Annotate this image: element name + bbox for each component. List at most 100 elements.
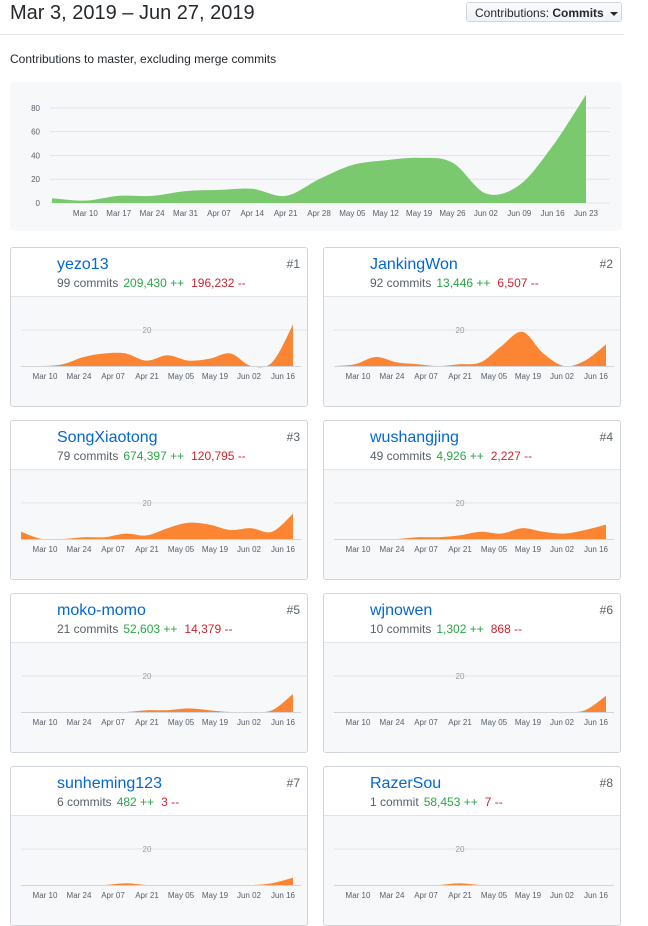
contributor-name-link[interactable]: SongXiaotong: [57, 429, 158, 446]
contributor-card: SongXiaotong 79 commits 674,397 ++ 120,795 …: [10, 420, 308, 580]
contributor-name-link[interactable]: sunheming123: [57, 775, 162, 792]
commit-count[interactable]: 21 commits: [57, 622, 119, 636]
card-x-tick-label: Jun 16: [271, 718, 296, 727]
commit-count[interactable]: 49 commits: [370, 449, 432, 463]
contributor-rank: #6: [599, 603, 613, 617]
commit-count[interactable]: 10 commits: [370, 622, 432, 636]
contributor-card-header: moko-momo 21 commits 52,603 ++ 14,379 -- #5: [11, 594, 307, 643]
additions-count: 482 ++: [116, 795, 155, 809]
deletions-count: 3 --: [161, 795, 180, 809]
card-y-tick-label: 20: [456, 672, 465, 681]
contributor-stats: 79 commits 674,397 ++ 120,795 --: [57, 449, 246, 463]
card-x-tick-label: Jun 02: [237, 372, 262, 381]
contributor-commits-area: [21, 513, 293, 540]
contributor-name-link[interactable]: JankingWon: [370, 256, 458, 273]
card-x-tick-label: Apr 21: [135, 718, 159, 727]
card-x-tick-label: Apr 07: [101, 718, 125, 727]
contributor-card: RazerSou 1 commit 58,453 ++ 7 -- #8 20 Mar 10 M…: [323, 766, 621, 926]
card-x-tick-label: May 19: [202, 891, 229, 900]
card-x-tick-label: May 05: [168, 891, 195, 900]
commit-count[interactable]: 1 commit: [370, 795, 419, 809]
contributor-rank: #5: [286, 603, 300, 617]
contributor-name-link[interactable]: moko-momo: [57, 602, 146, 619]
card-x-tick-label: Apr 21: [135, 545, 159, 554]
contributor-name-link[interactable]: RazerSou: [370, 775, 442, 792]
card-x-tick-label: May 05: [481, 891, 508, 900]
card-x-tick-label: May 05: [481, 718, 508, 727]
card-x-tick-label: Mar 24: [380, 891, 405, 900]
card-y-tick-label: 20: [456, 499, 465, 508]
deletions-count: 868 --: [490, 622, 523, 636]
card-x-tick-label: Jun 02: [237, 545, 262, 554]
contributor-chart-panel: 20 Mar 10 Mar 24 Apr 07 Apr 21 May 05 May 19 Ju…: [324, 816, 620, 925]
commit-count[interactable]: 92 commits: [370, 276, 432, 290]
card-x-tick-label: Jun 02: [550, 891, 575, 900]
contributor-card: moko-momo 21 commits 52,603 ++ 14,379 -- #5 2…: [10, 593, 308, 753]
additions-count: 4,926 ++: [436, 449, 484, 463]
card-x-tick-label: Mar 10: [33, 718, 58, 727]
contributor-card: wushangjing 49 commits 4,926 ++ 2,227 -- #4 2…: [323, 420, 621, 580]
card-x-tick-label: Mar 24: [67, 891, 92, 900]
card-x-tick-label: Jun 16: [271, 372, 296, 381]
additions-count: 209,430 ++: [123, 276, 185, 290]
contributor-commits-area: [21, 877, 293, 886]
main-x-tick-label: May 05: [339, 209, 366, 218]
contributions-dropdown[interactable]: Contributions: Commits: [466, 2, 622, 22]
contributor-name-link[interactable]: wjnowen: [370, 602, 433, 619]
main-chart-panel: 0 20 40 60 80 Mar 10 Mar 17 Mar 24 Mar 31 Apr 07 A…: [10, 82, 622, 231]
contributor-commits-area: [334, 524, 606, 540]
commit-count[interactable]: 99 commits: [57, 276, 119, 290]
main-x-tick-label: May 19: [406, 209, 433, 218]
card-x-tick-label: Mar 10: [33, 545, 58, 554]
card-x-tick-label: Apr 07: [414, 372, 438, 381]
contributor-chart-panel: 20 Mar 10 Mar 24 Apr 07 Apr 21 May 05 May 19 Ju…: [11, 816, 307, 925]
card-y-tick-label: 20: [143, 499, 152, 508]
contributor-rank: #8: [599, 776, 613, 790]
card-x-tick-label: Jun 16: [584, 718, 609, 727]
contributor-commits-area: [21, 694, 293, 713]
card-y-tick-label: 20: [143, 672, 152, 681]
main-x-tick-label: Jun 23: [574, 209, 599, 218]
card-x-tick-label: Apr 21: [448, 545, 472, 554]
contributor-card-header: JankingWon 92 commits 13,446 ++ 6,507 -- #2: [324, 248, 620, 297]
card-y-tick-label: 20: [456, 845, 465, 854]
contributor-card: sunheming123 6 commits 482 ++ 3 -- #7 20 Mar 1…: [10, 766, 308, 926]
caret-down-icon: [610, 11, 619, 16]
card-x-tick-label: Mar 24: [67, 545, 92, 554]
chart-description: Contributions to master, excluding merge…: [10, 52, 277, 66]
contributor-name-link[interactable]: wushangjing: [370, 429, 459, 446]
card-x-tick-label: Mar 10: [346, 718, 371, 727]
contributor-chart: 20 Mar 10 Mar 24 Apr 07 Apr 21 May 05 May 19 Ju…: [21, 845, 307, 900]
card-x-tick-label: Apr 21: [448, 372, 472, 381]
card-x-tick-label: Jun 02: [550, 718, 575, 727]
additions-count: 1,302 ++: [436, 622, 484, 636]
main-y-tick-label: 80: [31, 104, 40, 113]
card-x-tick-label: May 19: [202, 372, 229, 381]
card-y-tick-label: 20: [143, 326, 152, 335]
main-y-tick-label: 20: [31, 175, 40, 184]
deletions-count: 7 --: [484, 795, 503, 809]
contributor-card: yezo13 99 commits 209,430 ++ 196,232 -- #1 20…: [10, 247, 308, 407]
contributor-rank: #7: [286, 776, 300, 790]
contributor-chart-panel: 20 Mar 10 Mar 24 Apr 07 Apr 21 May 05 May 19 Ju…: [324, 470, 620, 579]
deletions-count: 6,507 --: [497, 276, 539, 290]
contributor-rank: #4: [599, 430, 613, 444]
card-x-tick-label: Apr 21: [135, 891, 159, 900]
commit-count[interactable]: 79 commits: [57, 449, 119, 463]
main-x-tick-label: Apr 07: [207, 209, 231, 218]
card-x-tick-label: May 05: [168, 545, 195, 554]
additions-count: 13,446 ++: [436, 276, 491, 290]
card-x-tick-label: Mar 24: [380, 718, 405, 727]
card-x-tick-label: Jun 02: [237, 718, 262, 727]
main-x-tick-label: Jun 09: [507, 209, 532, 218]
contributor-name-link[interactable]: yezo13: [57, 256, 109, 273]
card-x-tick-label: Apr 07: [414, 545, 438, 554]
contributor-card-header: wushangjing 49 commits 4,926 ++ 2,227 -- #4: [324, 421, 620, 470]
contributor-stats: 21 commits 52,603 ++ 14,379 --: [57, 622, 232, 636]
contributor-chart: 20 Mar 10 Mar 24 Apr 07 Apr 21 May 05 May 19 Ju…: [334, 672, 620, 727]
contributor-card-header: sunheming123 6 commits 482 ++ 3 -- #7: [11, 767, 307, 816]
contributor-chart: 20 Mar 10 Mar 24 Apr 07 Apr 21 May 05 May 19 Ju…: [334, 326, 620, 381]
date-range: Mar 3, 2019 – Jun 27, 2019: [10, 2, 255, 24]
commit-count[interactable]: 6 commits: [57, 795, 112, 809]
card-x-tick-label: Mar 24: [67, 372, 92, 381]
